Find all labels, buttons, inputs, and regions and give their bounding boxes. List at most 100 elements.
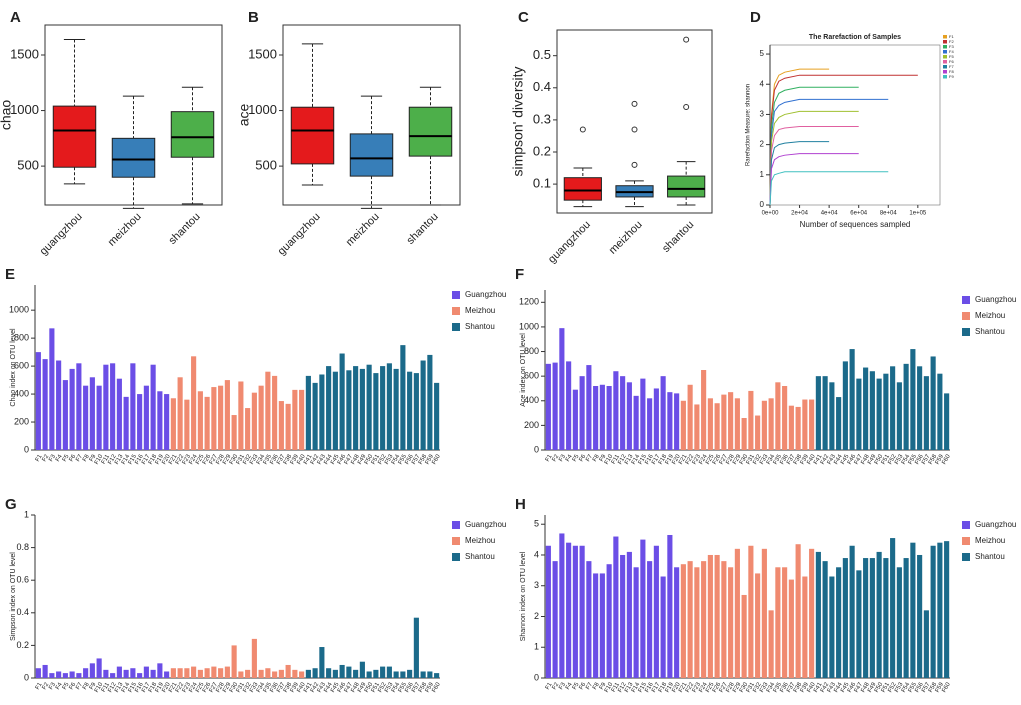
x-tick-label: F12 [107, 453, 118, 466]
bar [869, 558, 875, 678]
bar [312, 668, 318, 678]
y-axis-label: ace [236, 104, 252, 127]
x-tick-label: F47 [344, 681, 355, 694]
bar [305, 669, 311, 678]
legend-label: Meizhou [465, 306, 495, 315]
bar [312, 382, 318, 450]
bar [788, 405, 794, 450]
x-tick-label: F33 [759, 453, 770, 466]
x-tick-label: F22 [685, 681, 696, 694]
chart-title: The Rarefaction of Samples [809, 34, 901, 41]
bar [177, 377, 183, 450]
plot-frame [769, 44, 941, 206]
outlier [579, 126, 586, 133]
legend-label: Shantou [465, 552, 495, 561]
x-tick-label: F33 [249, 681, 260, 694]
bar [755, 415, 761, 450]
bar [674, 393, 680, 450]
x-tick-label: F34 [766, 453, 777, 466]
legend-label: Guangzhou [975, 295, 1016, 304]
x-tick-label: F37 [786, 681, 797, 694]
legend-swatch [452, 521, 460, 529]
x-tick-label: F58 [418, 453, 429, 466]
y-tick-label: 0.2 [16, 640, 29, 650]
x-tick-label: F60 [431, 681, 442, 694]
x-tick-label: F10 [94, 681, 105, 694]
x-tick-label: F42 [820, 681, 831, 694]
x-tick-label: F6 [579, 681, 588, 691]
bar [782, 567, 788, 678]
x-tick-label: F3 [48, 681, 57, 691]
bar [305, 375, 311, 450]
bar [285, 664, 291, 678]
bar [937, 542, 943, 678]
x-tick-label: F42 [310, 453, 321, 466]
bar [728, 567, 734, 678]
x-tick-label: F4 [55, 453, 64, 463]
x-tick-label: F6 [69, 453, 78, 463]
bar [680, 400, 686, 450]
bar [775, 567, 781, 678]
bar [566, 542, 572, 678]
y-tick-label: 800 [14, 333, 29, 343]
bar [137, 394, 143, 450]
x-tick-label: F50 [364, 681, 375, 694]
bar [157, 663, 163, 678]
y-tick-label: 4 [760, 79, 765, 88]
y-tick-label: 5 [534, 519, 539, 529]
bar [96, 385, 102, 450]
x-tick-label: F56 [404, 681, 415, 694]
x-tick-label: F27 [719, 453, 730, 466]
x-tick-label: F33 [249, 453, 260, 466]
x-tick-label: F7 [75, 453, 84, 463]
x-tick-label: F56 [914, 681, 925, 694]
x-tick-label: F5 [572, 453, 581, 463]
bar [150, 669, 156, 678]
x-tick-label: F59 [425, 681, 436, 694]
bar [366, 364, 372, 450]
x-tick-label: F41 [813, 453, 824, 466]
x-tick-label: F39 [800, 681, 811, 694]
x-tick-label: F25 [195, 681, 206, 694]
bar [680, 564, 686, 678]
bar [917, 366, 923, 450]
bar [191, 356, 197, 450]
bar [420, 671, 426, 678]
x-tick-label: F39 [800, 453, 811, 466]
x-tick-label: F39 [290, 681, 301, 694]
y-tick-label: 1500 [248, 46, 277, 61]
x-tick-label: F43 [317, 681, 328, 694]
bar [184, 668, 190, 678]
x-tick-label: F5 [572, 681, 581, 691]
x-tick-label: F15 [128, 453, 139, 466]
x-tick-label: F4 [565, 453, 574, 463]
bar [687, 384, 693, 450]
bar [856, 570, 862, 678]
bar [890, 366, 896, 450]
x-tick-label: F19 [665, 681, 676, 694]
bar [566, 361, 572, 450]
x-tick-label: F53 [894, 453, 905, 466]
legend-swatch [943, 35, 947, 39]
bar [407, 669, 413, 678]
legend-label: Guangzhou [465, 290, 506, 299]
y-tick-label: 2 [760, 140, 765, 149]
bar [849, 349, 855, 450]
bar [748, 545, 754, 678]
legend-label: Meizhou [975, 536, 1005, 545]
y-tick-label: 1000 [519, 321, 539, 331]
bar [258, 385, 264, 450]
bar [393, 671, 399, 678]
bar [272, 671, 278, 678]
bar [251, 638, 257, 678]
bar [613, 536, 619, 678]
bar [842, 361, 848, 450]
bar [802, 399, 808, 450]
y-tick-label: 600 [524, 371, 539, 381]
bar [599, 573, 605, 678]
bar [734, 398, 740, 450]
bar [346, 666, 352, 678]
y-tick-label: 800 [524, 346, 539, 356]
bar [876, 378, 882, 450]
y-axis-label: Chao index on OTU level [10, 328, 17, 407]
